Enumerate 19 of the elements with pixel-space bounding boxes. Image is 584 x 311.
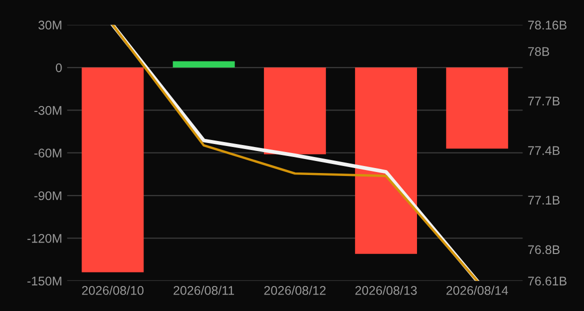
y-tick-label: -90M <box>34 191 62 200</box>
y2-tick-label: 77.7B <box>528 96 560 106</box>
x-tick-label: 2026/08/12 <box>264 286 326 295</box>
y-tick-label: -30M <box>34 106 62 115</box>
y-tick-label: -60M <box>34 148 62 158</box>
y-tick-label: 0 <box>56 63 62 72</box>
x-tick-label: 2026/08/10 <box>82 286 144 295</box>
x-tick-label: 2026/08/11 <box>174 286 234 295</box>
y-tick-label: -120M <box>27 234 62 243</box>
y-tick-label: 30M <box>38 20 62 30</box>
x-tick-label: 2026/08/14 <box>446 286 508 295</box>
x-tick-label: 2026/08/13 <box>355 286 417 295</box>
y2-tick-label: 77.4B <box>528 146 560 155</box>
y2-tick-label: 78.16B <box>528 20 566 30</box>
y2-tick-label: 76.8B <box>528 245 560 254</box>
y-tick-label: -150M <box>27 276 62 286</box>
y2-tick-label: 78B <box>528 47 550 56</box>
y2-tick-label: 77.1B <box>528 196 560 204</box>
y2-tick-label: 76.61B <box>528 276 566 286</box>
